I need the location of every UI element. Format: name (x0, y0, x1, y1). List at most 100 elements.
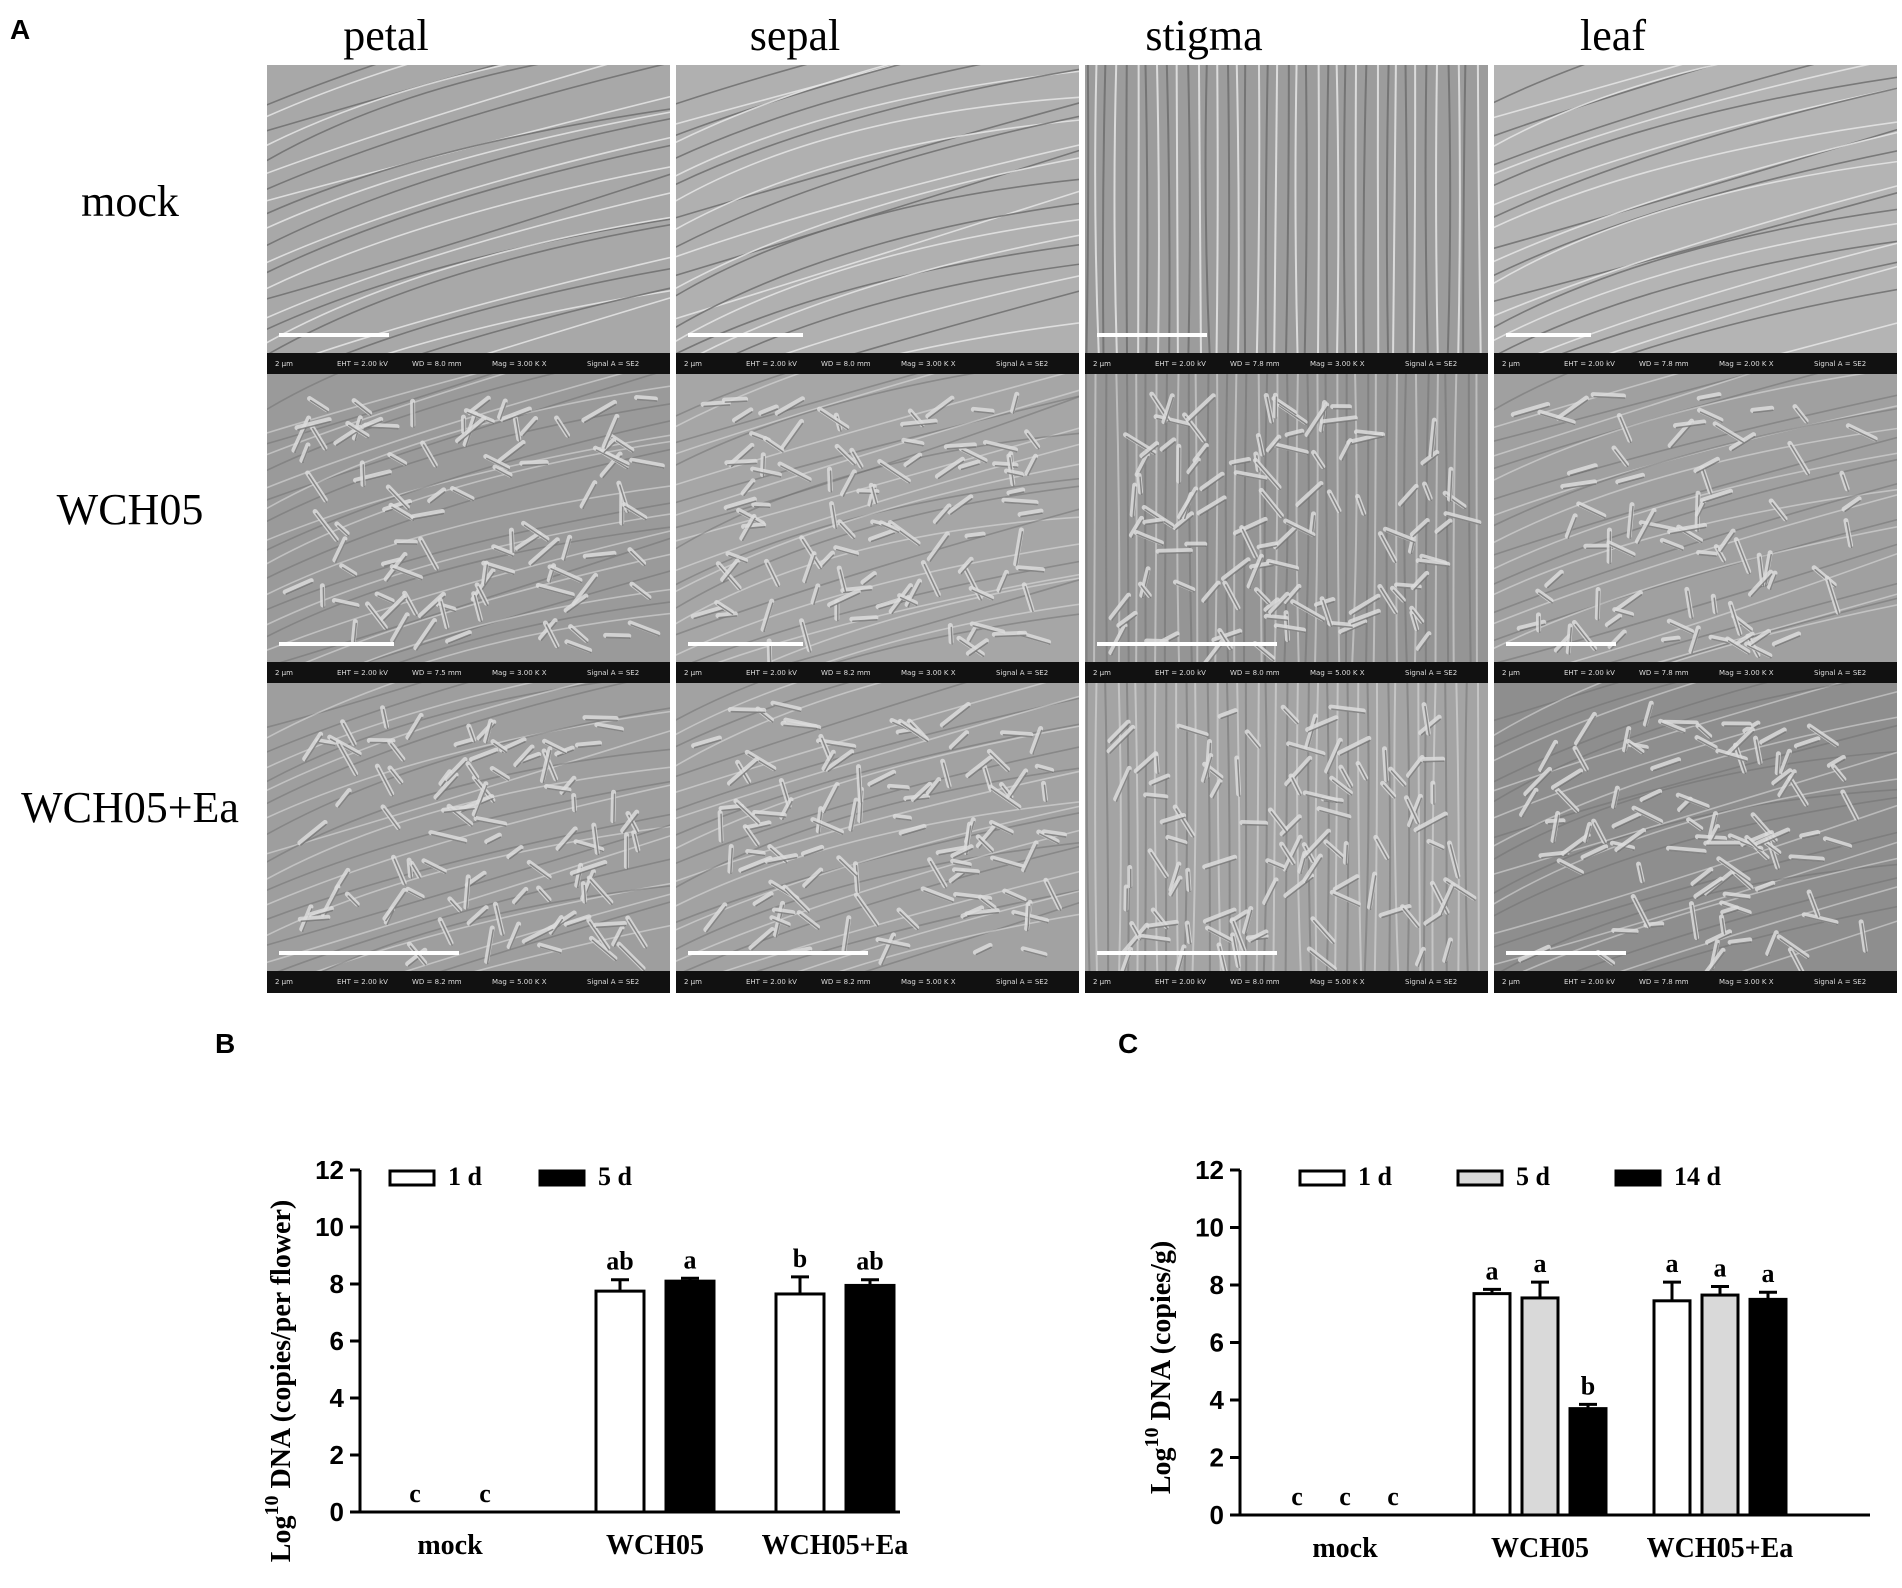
x-tick-label: WCH05 (606, 1530, 704, 1561)
sem-texture (267, 374, 670, 662)
scale-bar (279, 951, 459, 955)
sem-wd-text: WD = 8.0 mm (821, 360, 871, 368)
legend-label: 1 d (448, 1162, 483, 1191)
y-tick-label: 0 (330, 1497, 344, 1527)
legend-label: 5 d (1516, 1162, 1551, 1191)
column-header-petal: petal (343, 11, 429, 60)
chart-b: 0 2 4 6 8 10 12 Log10 DNA (copies/per flower) mo… (260, 1075, 940, 1580)
sem-signal-text: Signal A = SE2 (1814, 669, 1867, 677)
sem-signal-text: Signal A = SE2 (1405, 978, 1458, 986)
sem-image-wch05-stigma: 2 µm EHT = 2.00 kV WD = 8.0 mm Mag = 5.00 K… (1085, 374, 1488, 684)
significance-letter: a (684, 1245, 697, 1274)
sem-texture (676, 65, 1079, 353)
x-tick-label: WCH05+Ea (762, 1530, 909, 1561)
x-tick-label: WCH05+Ea (1647, 1533, 1794, 1564)
bar (664, 1279, 716, 1514)
sem-info-bar: 2 µm EHT = 2.00 kV WD = 7.8 mm Mag = 3.00 K… (1494, 662, 1897, 684)
sem-wd-text: WD = 8.0 mm (412, 360, 462, 368)
sem-eht-text: EHT = 2.00 kV (1564, 669, 1615, 677)
scale-bar (1506, 642, 1616, 646)
significance-letter: a (1534, 1249, 1547, 1278)
sem-scale-text: 2 µm (1502, 978, 1520, 986)
sem-eht-text: EHT = 2.00 kV (1155, 669, 1206, 677)
y-tick-label: 10 (315, 1212, 344, 1242)
sem-eht-text: EHT = 2.00 kV (746, 360, 797, 368)
y-tick-label: 4 (1210, 1385, 1225, 1415)
bar (1700, 1293, 1740, 1517)
sem-eht-text: EHT = 2.00 kV (1564, 978, 1615, 986)
x-tick-label: mock (417, 1530, 483, 1561)
sem-scale-text: 2 µm (1093, 978, 1111, 986)
sem-eht-text: EHT = 2.00 kV (337, 669, 388, 677)
sem-image-wch05-leaf: 2 µm EHT = 2.00 kV WD = 7.8 mm Mag = 3.00 K… (1494, 374, 1897, 684)
sem-eht-text: EHT = 2.00 kV (1564, 360, 1615, 368)
y-tick-label: 10 (1195, 1213, 1224, 1243)
sem-image-wch05-ea-leaf: 2 µm EHT = 2.00 kV WD = 7.8 mm Mag = 3.00 K… (1494, 683, 1897, 993)
sem-mag-text: Mag = 5.00 K X (1310, 978, 1365, 986)
bar (1748, 1297, 1788, 1517)
sem-wd-text: WD = 8.0 mm (1230, 669, 1280, 677)
sem-signal-text: Signal A = SE2 (1814, 360, 1867, 368)
legend-swatch (1614, 1169, 1662, 1187)
scale-bar (688, 642, 803, 646)
sem-signal-text: Signal A = SE2 (1814, 978, 1867, 986)
sem-info-bar: 2 µm EHT = 2.00 kV WD = 7.8 mm Mag = 3.00 K… (1085, 353, 1488, 375)
sem-image-wch05-sepal: 2 µm EHT = 2.00 kV WD = 8.2 mm Mag = 3.00 K… (676, 374, 1079, 684)
significance-letter: ab (606, 1247, 633, 1276)
sem-eht-text: EHT = 2.00 kV (1155, 360, 1206, 368)
y-tick-label: 6 (330, 1326, 344, 1356)
sem-scale-text: 2 µm (275, 978, 293, 986)
sem-info-bar: 2 µm EHT = 2.00 kV WD = 8.0 mm Mag = 5.00 K… (1085, 662, 1488, 684)
sem-signal-text: Signal A = SE2 (587, 669, 640, 677)
scale-bar (688, 333, 803, 337)
sem-mag-text: Mag = 3.00 K X (492, 669, 547, 677)
y-tick-label: 2 (330, 1440, 344, 1470)
sem-eht-text: EHT = 2.00 kV (746, 669, 797, 677)
sem-texture (1085, 65, 1482, 353)
bar (844, 1283, 896, 1514)
column-header-stigma: stigma (1145, 11, 1263, 60)
y-tick-label: 2 (1210, 1443, 1224, 1473)
y-axis-label: Log10 DNA (copies/per flower) (261, 1200, 297, 1562)
significance-letter: b (793, 1244, 807, 1273)
sem-image-mock-leaf: 2 µm EHT = 2.00 kV WD = 7.8 mm Mag = 2.00 K… (1494, 65, 1897, 375)
sem-info-bar: 2 µm EHT = 2.00 kV WD = 8.2 mm Mag = 3.00 K… (676, 662, 1079, 684)
sem-texture (1494, 65, 1897, 353)
x-tick-label: mock (1312, 1533, 1378, 1564)
y-axis-label: Log10 DNA (copies/g) (1141, 1241, 1177, 1494)
sem-texture (267, 683, 670, 971)
sem-signal-text: Signal A = SE2 (1405, 360, 1458, 368)
scale-bar (1506, 333, 1591, 337)
scale-bar (1097, 642, 1277, 646)
bar (774, 1292, 826, 1514)
sem-mag-text: Mag = 3.00 K X (901, 360, 956, 368)
sem-scale-text: 2 µm (1093, 360, 1111, 368)
sem-signal-text: Signal A = SE2 (996, 978, 1049, 986)
significance-letter: b (1581, 1371, 1595, 1400)
sem-info-bar: 2 µm EHT = 2.00 kV WD = 7.8 mm Mag = 3.00 K… (1494, 971, 1897, 993)
sem-image-mock-petal: 2 µm EHT = 2.00 kV WD = 8.0 mm Mag = 3.00 K… (267, 65, 670, 375)
sem-wd-text: WD = 7.8 mm (1639, 360, 1689, 368)
sem-image-wch05-ea-petal: 2 µm EHT = 2.00 kV WD = 8.2 mm Mag = 5.00 K… (267, 683, 670, 993)
sem-scale-text: 2 µm (275, 360, 293, 368)
sem-texture (267, 65, 670, 353)
row-header-wch05-ea: WCH05+Ea (21, 783, 239, 832)
sem-wd-text: WD = 7.5 mm (412, 669, 462, 677)
significance-letter: c (1291, 1482, 1303, 1511)
sem-texture (1494, 683, 1897, 971)
significance-letter: c (1339, 1482, 1351, 1511)
bar (1472, 1292, 1512, 1517)
y-tick-label: 6 (1210, 1328, 1224, 1358)
sem-info-bar: 2 µm EHT = 2.00 kV WD = 8.0 mm Mag = 5.00 K… (1085, 971, 1488, 993)
sem-scale-text: 2 µm (684, 360, 702, 368)
sem-mag-text: Mag = 3.00 K X (1719, 978, 1774, 986)
sem-signal-text: Signal A = SE2 (1405, 669, 1458, 677)
sem-mag-text: Mag = 2.00 K X (1719, 360, 1774, 368)
significance-letter: c (1387, 1482, 1399, 1511)
column-header-sepal: sepal (749, 11, 841, 60)
sem-mag-text: Mag = 5.00 K X (1310, 669, 1365, 677)
sem-signal-text: Signal A = SE2 (996, 360, 1049, 368)
scale-bar (279, 642, 394, 646)
row-header-mock: mock (81, 177, 179, 226)
sem-wd-text: WD = 7.8 mm (1639, 978, 1689, 986)
